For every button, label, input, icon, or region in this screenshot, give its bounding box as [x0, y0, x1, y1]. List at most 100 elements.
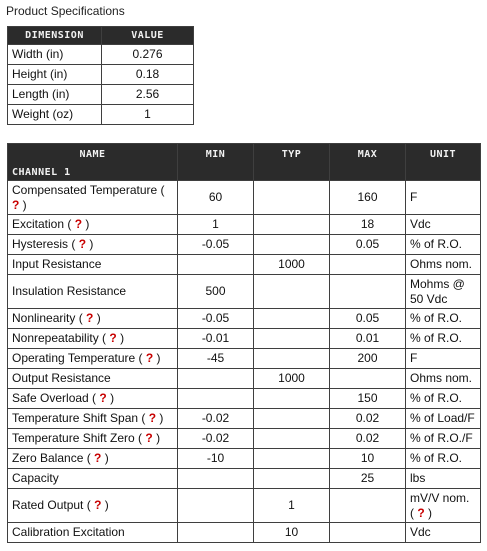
spec-unit-cell: Ohms nom. [405, 254, 481, 275]
spec-name-cell: Capacity [7, 468, 178, 489]
dimension-name: Width (in) [7, 44, 102, 65]
dimension-name: Length (in) [7, 84, 102, 105]
spec-min: -10 [177, 448, 254, 469]
spec-name: Compensated Temperature [12, 182, 158, 197]
spec-unit-cell: mV/V nom. ( ? ) [405, 488, 481, 523]
spec-min: -45 [177, 348, 254, 369]
dimension-row: Width (in) 0.276 [7, 44, 194, 65]
spec-name-cell: Temperature Shift Zero ( ? ) [7, 428, 178, 449]
help-link[interactable]: ? [94, 498, 102, 512]
spec-name: Hysteresis [12, 237, 69, 251]
help-link[interactable]: ? [145, 431, 153, 445]
spec-unit: % of R.O. [410, 391, 463, 405]
spec-name: Insulation Resistance [12, 284, 127, 298]
spec-max: 25 [329, 468, 406, 489]
spec-unit-cell: % of Load/F [405, 408, 481, 429]
spec-row: Excitation ( ? ) 1 18 Vdc [7, 214, 481, 235]
spec-min: 1 [177, 214, 254, 235]
spec-unit-cell: % of R.O. [405, 328, 481, 349]
spec-unit-cell: % of R.O. [405, 234, 481, 255]
help-link[interactable]: ? [417, 505, 425, 520]
spec-unit-cell: lbs [405, 468, 481, 489]
spec-max [329, 522, 406, 543]
spec-name-cell: Rated Output ( ? ) [7, 488, 178, 523]
help-link[interactable]: ? [99, 391, 107, 405]
spec-name: Temperature Shift Zero [12, 431, 135, 445]
spec-unit-cell: Mohms @ 50 Vdc [405, 274, 481, 309]
min-header: MIN [177, 143, 254, 181]
help-link[interactable]: ? [12, 197, 20, 212]
help-link[interactable]: ? [86, 311, 94, 325]
spec-max: 18 [329, 214, 406, 235]
spec-typ [253, 408, 330, 429]
spec-typ: 1000 [253, 254, 330, 275]
spec-row: Zero Balance ( ? ) -10 10 % of R.O. [7, 448, 481, 469]
spec-row: Calibration Excitation 10 Vdc [7, 522, 481, 543]
help-link[interactable]: ? [78, 237, 87, 251]
name-header: NAME CHANNEL 1 [7, 143, 178, 181]
spec-name-cell: Output Resistance [7, 368, 178, 389]
spec-unit: Mohms @ 50 Vdc [410, 276, 465, 306]
spec-row: Capacity 25 lbs [7, 468, 481, 489]
name-header-label: NAME [79, 149, 106, 160]
spec-name-cell: Zero Balance ( ? ) [7, 448, 178, 469]
help-link[interactable]: ? [145, 351, 154, 365]
specifications-table: NAME CHANNEL 1 MIN TYP MAX UNIT Compensa… [7, 143, 481, 543]
spec-unit-cell: Ohms nom. [405, 368, 481, 389]
spec-unit: % of R.O./F [410, 431, 473, 445]
spec-typ [253, 180, 330, 215]
spec-min [177, 522, 254, 543]
dimension-value: 1 [101, 104, 194, 125]
spec-max: 0.02 [329, 428, 406, 449]
spec-max [329, 254, 406, 275]
spec-min: 60 [177, 180, 254, 215]
max-header: MAX [329, 143, 406, 181]
spec-typ [253, 428, 330, 449]
spec-max [329, 488, 406, 523]
spec-typ [253, 468, 330, 489]
dimension-row: Length (in) 2.56 [7, 84, 194, 105]
help-link[interactable]: ? [94, 451, 102, 465]
spec-typ [253, 308, 330, 329]
spec-row: Hysteresis ( ? ) -0.05 0.05 % of R.O. [7, 234, 481, 255]
spec-max: 200 [329, 348, 406, 369]
channel-label: CHANNEL 1 [12, 167, 71, 178]
spec-name-cell: Nonrepeatability ( ? ) [7, 328, 178, 349]
spec-typ: 10 [253, 522, 330, 543]
spec-name: Capacity [12, 471, 59, 485]
spec-row: Temperature Shift Span ( ? ) -0.02 0.02 % o… [7, 408, 481, 429]
spec-min [177, 368, 254, 389]
spec-row: Rated Output ( ? ) 1 mV/V nom. ( ? ) [7, 488, 481, 523]
spec-name-cell: Hysteresis ( ? ) [7, 234, 178, 255]
spec-row: Input Resistance 1000 Ohms nom. [7, 254, 481, 275]
spec-name: Safe Overload [12, 391, 89, 405]
spec-min [177, 468, 254, 489]
spec-unit-cell: % of R.O. [405, 448, 481, 469]
spec-name-cell: Nonlinearity ( ? ) [7, 308, 178, 329]
spec-typ [253, 348, 330, 369]
spec-unit: Vdc [410, 525, 431, 539]
spec-min: -0.05 [177, 308, 254, 329]
help-link[interactable]: ? [148, 411, 157, 425]
spec-row: Nonrepeatability ( ? ) -0.01 0.01 % of R.O. [7, 328, 481, 349]
spec-name-cell: Temperature Shift Span ( ? ) [7, 408, 178, 429]
spec-unit-cell: % of R.O. [405, 388, 481, 409]
help-link[interactable]: ? [109, 331, 117, 345]
spec-max: 0.02 [329, 408, 406, 429]
spec-row: Operating Temperature ( ? ) -45 200 F [7, 348, 481, 369]
spec-unit: Ohms nom. [410, 257, 473, 271]
dimensions-table: DIMENSION VALUE Width (in) 0.276 Height (i… [7, 26, 194, 125]
spec-unit-cell: Vdc [405, 522, 481, 543]
help-link[interactable]: ? [74, 217, 83, 231]
spec-max: 0.01 [329, 328, 406, 349]
spec-min [177, 254, 254, 275]
spec-name: Temperature Shift Span [12, 411, 139, 425]
spec-max [329, 274, 406, 309]
spec-max [329, 368, 406, 389]
spec-typ: 1 [253, 488, 330, 523]
spec-row: Safe Overload ( ? ) 150 % of R.O. [7, 388, 481, 409]
dimension-value: 2.56 [101, 84, 194, 105]
dimensions-header-row: DIMENSION VALUE [7, 26, 194, 45]
spec-name: Nonlinearity [12, 311, 76, 325]
spec-typ [253, 234, 330, 255]
